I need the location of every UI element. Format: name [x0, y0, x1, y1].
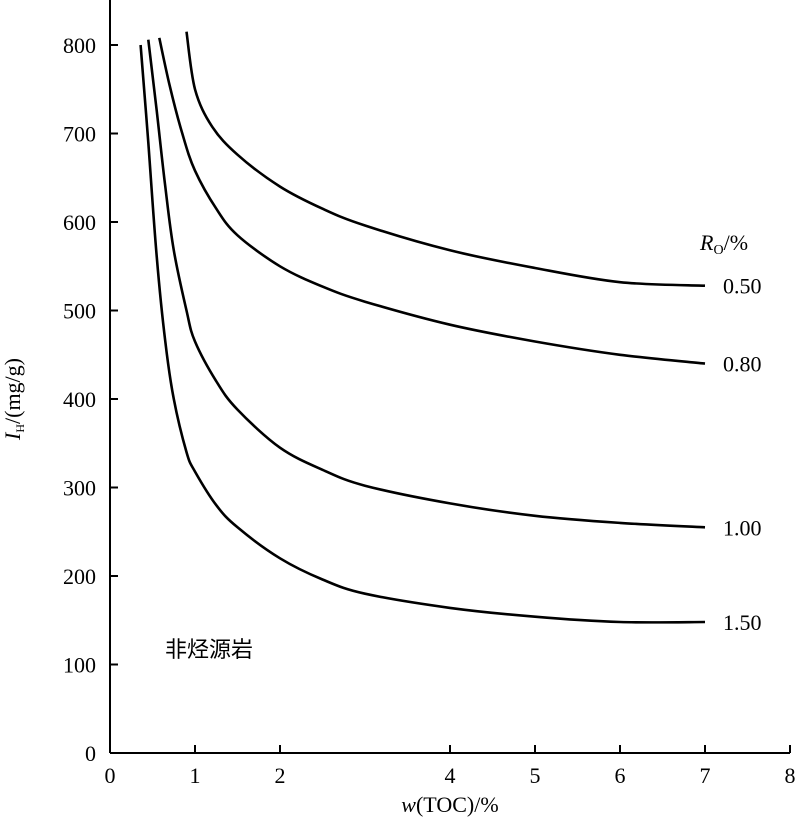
y-tick-label: 0	[85, 741, 96, 766]
y-tick-label: 800	[63, 33, 96, 58]
y-tick-label: 400	[63, 387, 96, 412]
x-tick-label: 7	[700, 763, 711, 788]
series-label-1.00: 1.00	[723, 515, 762, 540]
x-tick-label: 5	[530, 763, 541, 788]
y-tick-label: 300	[63, 476, 96, 501]
series-line-0.50	[185, 31, 706, 287]
y-tick-label: 200	[63, 564, 96, 589]
x-tick-label: 6	[615, 763, 626, 788]
y-tick-label: 100	[63, 653, 96, 678]
series-label-0.80: 0.80	[723, 352, 762, 377]
x-tick-label: 4	[445, 763, 456, 788]
y-axis-title-group: IH/(mg/g)	[0, 358, 27, 441]
y-tick-label: 600	[63, 210, 96, 235]
ticks: 0 1 2 4 5 6 7 8 0 100 200 300 400 500 600 700 800	[63, 33, 796, 788]
series-label-1.50: 1.50	[723, 610, 762, 635]
x-tick-label: 8	[785, 763, 796, 788]
y-axis-title: IH/(mg/g)	[0, 358, 27, 441]
series-line-1.00	[147, 39, 706, 529]
non-source-rock-annotation: 非烃源岩	[165, 638, 253, 663]
series-line-0.80	[158, 37, 706, 365]
series-line-1.50	[139, 44, 706, 624]
x-tick-label: 2	[275, 763, 286, 788]
x-tick-label: 1	[190, 763, 201, 788]
labels: 0.50 0.80 1.00 1.50 RO/% w(TOC)/% IH/(mg/g) 非烃源…	[0, 230, 762, 817]
curves	[139, 31, 706, 624]
legend-title: RO/%	[699, 230, 748, 258]
x-axis-title: w(TOC)/%	[401, 792, 498, 817]
x-tick-label: 0	[105, 763, 116, 788]
y-tick-label: 700	[63, 122, 96, 147]
series-label-0.50: 0.50	[723, 274, 762, 299]
y-tick-label: 500	[63, 299, 96, 324]
